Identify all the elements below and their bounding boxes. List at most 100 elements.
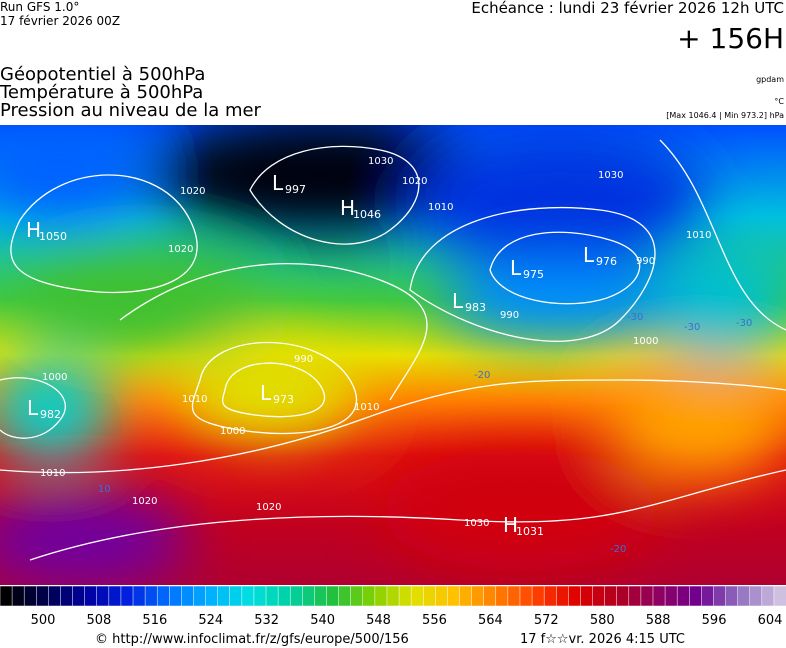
center-value: 1046 (353, 208, 381, 221)
center-value: 975 (523, 268, 544, 281)
center-value: 983 (465, 301, 486, 314)
colorbar-swatch (580, 585, 594, 607)
colorbar-swatch (253, 585, 267, 607)
colorbar-swatch (72, 585, 86, 607)
colorbar-swatch (350, 585, 364, 607)
colorbar-tick-label: 524 (198, 613, 223, 628)
center-value: 1050 (39, 230, 67, 243)
temperature-label: -20 (474, 370, 490, 381)
isobar-label: 1030 (368, 156, 393, 167)
center-value: 997 (285, 183, 306, 196)
colorbar-swatch (241, 585, 255, 607)
colorbar-swatch (773, 585, 786, 607)
center-letter: L (510, 256, 522, 280)
colorbar-tick-label: 572 (534, 613, 559, 628)
colorbar-swatch (120, 585, 134, 607)
isobar-label: 1000 (42, 372, 67, 383)
colorbar-tick-label: 500 (31, 613, 56, 628)
center-letter: H (503, 513, 518, 537)
colorbar-tick-label: 604 (758, 613, 783, 628)
colorbar-tick-label: 548 (366, 613, 391, 628)
colorbar-swatch (725, 585, 739, 607)
center-letter: H (340, 196, 355, 220)
colorbar-swatch (326, 585, 340, 607)
isobar-label: 1020 (132, 496, 157, 507)
colorbar-swatch (84, 585, 98, 607)
colorbar-swatch (483, 585, 497, 607)
temperature-label: -30 (627, 312, 643, 323)
isobar-label: 1030 (598, 170, 623, 181)
colorbar-swatch (628, 585, 642, 607)
colorbar-swatch (132, 585, 146, 607)
colorbar-swatch (314, 585, 328, 607)
colorbar-swatch (289, 585, 304, 607)
colorbar-swatch (398, 585, 412, 607)
colorbar-swatch (193, 585, 207, 607)
generated: 17 f☆☆vr. 2026 4:15 UTC (520, 632, 685, 647)
colorbar-swatch (144, 585, 158, 607)
colorbar-tick-label: 540 (310, 613, 335, 628)
colorbar-swatch (495, 585, 509, 607)
isobar-label: 1020 (402, 176, 427, 187)
center-value: 973 (273, 393, 294, 406)
colorbar-tick-label: 532 (254, 613, 279, 628)
isobar-label: 1020 (168, 244, 193, 255)
isobar-label: 1030 (464, 518, 489, 529)
colorbar-swatch (713, 585, 727, 607)
colorbar-swatch (471, 585, 485, 607)
colorbar-swatch (652, 585, 666, 607)
center-value: 982 (40, 408, 61, 421)
map-field (0, 125, 786, 585)
isobar-label: 1000 (220, 426, 245, 437)
center-letter: L (260, 381, 272, 405)
colorbar-swatch (519, 585, 533, 607)
colorbar-swatch (156, 585, 171, 607)
center-letter: L (27, 396, 39, 420)
colorbar-swatch (676, 585, 691, 607)
colorbar-swatch (265, 585, 279, 607)
isobar-label: 1010 (182, 394, 207, 405)
colorbar-swatch (640, 585, 654, 607)
colorbar-swatch (36, 585, 50, 607)
colorbar-swatch (422, 585, 437, 607)
colorbar-swatch (761, 585, 775, 607)
colorbar-tick-label: 580 (590, 613, 615, 628)
colorbar-swatch (701, 585, 715, 607)
colorbar-swatch (592, 585, 606, 607)
center-letter: L (583, 243, 595, 267)
temperature-label: -20 (610, 544, 626, 555)
unit: °C (774, 97, 784, 106)
center-value: 1031 (516, 525, 544, 538)
colorbar-swatch (689, 585, 703, 607)
colorbar-swatch (217, 585, 231, 607)
unit: [Max 1046.4 | Min 973.2] hPa (666, 111, 784, 120)
isobar-label: 1010 (428, 202, 453, 213)
center-value: 976 (596, 255, 617, 268)
isobar-label: 990 (636, 256, 655, 267)
colorbar-swatch (604, 585, 618, 607)
source: © http://www.infoclimat.fr/z/gfs/europe/… (95, 632, 409, 647)
unit: gpdam (756, 75, 784, 84)
colorbar-tick-label: 596 (702, 613, 727, 628)
colorbar-swatch (435, 585, 449, 607)
colorbar-swatch (568, 585, 582, 607)
center-letter: H (26, 218, 41, 242)
colorbar-swatch (229, 585, 243, 607)
colorbar-tick-label: 508 (87, 613, 112, 628)
field-title: Géopotentiel à 500hPa (0, 64, 205, 85)
field-title: Pression au niveau de la mer (0, 100, 262, 121)
colorbar-swatch (410, 585, 424, 607)
colorbar-swatch (96, 585, 110, 607)
colorbar-swatch (459, 585, 473, 607)
colorbar-tick-label: 516 (142, 613, 167, 628)
colorbar-swatch (169, 585, 183, 607)
temperature-label: -30 (684, 322, 700, 333)
isobar-label: 990 (294, 354, 313, 365)
isobar-label: 990 (500, 310, 519, 321)
colorbar-swatch (108, 585, 122, 607)
isobar-label: 1020 (180, 186, 205, 197)
temperature-label: 10 (98, 484, 111, 495)
colorbar-swatch (23, 585, 38, 607)
